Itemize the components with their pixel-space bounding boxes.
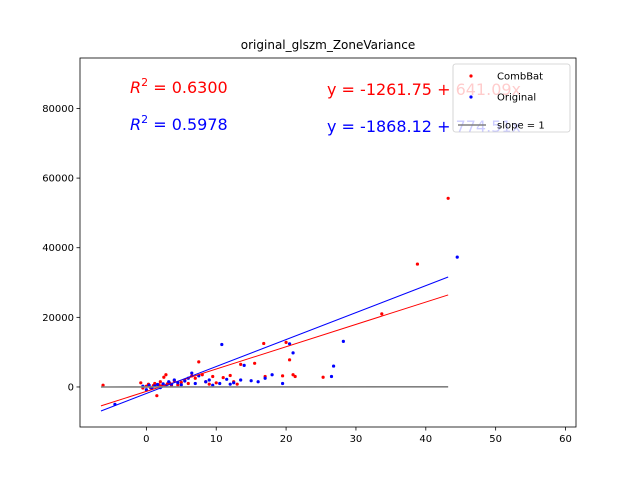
point-combbat-1 xyxy=(139,381,143,385)
point-original-33 xyxy=(270,373,274,377)
point-original-27 xyxy=(232,381,236,385)
fit-line-original xyxy=(100,276,449,412)
point-combbat-35 xyxy=(253,361,257,365)
point-original-29 xyxy=(242,363,246,367)
point-combbat-40 xyxy=(287,358,292,362)
axes: 0 10 20 30 40 50 60 0 20000 40000 60000 80000 xyxy=(42,57,577,445)
point-original-31 xyxy=(256,380,260,384)
point-original-37 xyxy=(329,374,334,379)
point-combbat-41 xyxy=(291,373,295,377)
x-tick-label-60: 60 xyxy=(559,434,572,445)
point-combbat-13 xyxy=(164,373,168,377)
point-combbat-19 xyxy=(179,380,183,385)
point-original-36 xyxy=(291,351,295,355)
point-original-26 xyxy=(228,382,232,386)
point-original-35 xyxy=(287,342,292,346)
point-combbat-7 xyxy=(153,381,157,386)
point-original-12 xyxy=(172,378,176,382)
point-combbat-0 xyxy=(101,383,105,387)
legend-marker-combbat xyxy=(469,74,473,78)
x-tick-label-20: 20 xyxy=(280,434,293,445)
legend-label-combbat: CombBat xyxy=(497,72,543,83)
y-tick-label-60000: 60000 xyxy=(42,174,74,185)
x-tick-label-40: 40 xyxy=(419,434,432,445)
point-original-28 xyxy=(239,378,243,382)
x-tick-label-50: 50 xyxy=(489,434,502,445)
point-combbat-23 xyxy=(193,376,197,380)
point-original-8 xyxy=(161,382,165,386)
point-original-21 xyxy=(207,378,211,382)
point-combbat-44 xyxy=(380,312,384,316)
point-original-6 xyxy=(155,382,160,387)
x-tick-label-30: 30 xyxy=(350,434,363,445)
x-tick-label-0: 0 xyxy=(143,434,149,445)
point-original-22 xyxy=(211,383,215,387)
point-combbat-10 xyxy=(158,380,162,384)
point-combbat-38 xyxy=(280,374,285,378)
point-combbat-12 xyxy=(162,375,166,379)
legend: CombBat Original slope = 1 xyxy=(452,63,571,133)
point-original-40 xyxy=(455,255,459,259)
point-combbat-24 xyxy=(197,360,201,364)
point-combbat-45 xyxy=(415,262,420,266)
point-combbat-36 xyxy=(262,341,266,346)
legend-label-original: Original xyxy=(497,93,536,104)
point-combbat-42 xyxy=(293,374,297,379)
legend-label-slope-1: slope = 1 xyxy=(497,121,545,132)
point-original-30 xyxy=(249,379,253,383)
axes-frame xyxy=(79,57,577,428)
point-original-39 xyxy=(341,339,345,343)
point-original-3 xyxy=(147,383,151,387)
point-original-18 xyxy=(193,381,197,386)
point-original-23 xyxy=(218,381,222,386)
point-combbat-28 xyxy=(211,374,215,379)
point-combbat-46 xyxy=(446,196,450,200)
point-original-32 xyxy=(263,376,267,380)
y-tick-label-40000: 40000 xyxy=(42,243,74,254)
point-original-15 xyxy=(183,379,187,383)
y-tick-label-0: 0 xyxy=(68,382,74,393)
x-tick-label-10: 10 xyxy=(210,434,223,445)
point-original-34 xyxy=(280,381,285,386)
point-combbat-27 xyxy=(207,382,211,386)
annotation-0: R2 = 0.6300 xyxy=(130,76,228,97)
y-tick-label-80000: 80000 xyxy=(42,104,74,115)
point-original-20 xyxy=(204,380,208,384)
point-combbat-31 xyxy=(228,373,232,378)
point-combbat-39 xyxy=(284,340,288,345)
legend-marker-original xyxy=(469,95,473,99)
point-combbat-8 xyxy=(155,394,159,398)
plot-content xyxy=(100,196,459,412)
point-original-14 xyxy=(179,383,183,387)
point-original-2 xyxy=(144,388,148,392)
legend-box xyxy=(452,63,571,133)
point-original-17 xyxy=(190,371,194,375)
point-original-38 xyxy=(331,364,336,368)
plot-area xyxy=(100,196,459,412)
point-original-10 xyxy=(167,380,171,384)
point-combbat-34 xyxy=(239,362,243,366)
point-combbat-43 xyxy=(321,375,325,379)
point-original-25 xyxy=(225,377,229,381)
point-combbat-30 xyxy=(221,375,225,380)
point-combbat-33 xyxy=(235,382,239,386)
point-original-24 xyxy=(220,342,224,347)
point-combbat-21 xyxy=(186,381,190,386)
point-combbat-29 xyxy=(214,381,218,385)
chart-title: original_glszm_ZoneVariance xyxy=(241,38,415,52)
annotation-1: R2 = 0.5978 xyxy=(130,113,228,134)
y-tick-label-20000: 20000 xyxy=(42,313,74,324)
